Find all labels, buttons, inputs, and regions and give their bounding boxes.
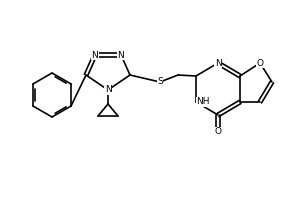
Text: N: N [92,50,98,60]
Text: O: O [214,128,221,136]
Text: N: N [214,58,221,68]
Text: NH: NH [196,98,209,106]
Text: O: O [256,58,263,68]
Text: S: S [157,77,163,86]
Text: N: N [118,50,124,60]
Text: N: N [105,86,111,95]
